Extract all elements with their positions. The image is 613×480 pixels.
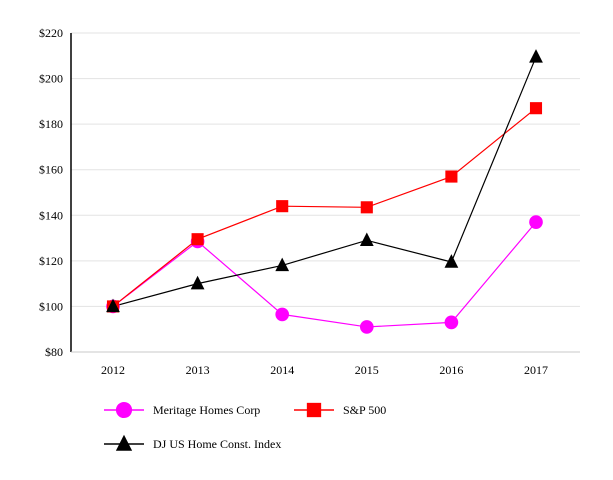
y-tick-label-200: $200	[39, 72, 63, 86]
y-tick-label-80: $80	[45, 345, 63, 359]
y-tick-label-220: $220	[39, 26, 63, 40]
legend-marker-meritage-homes-corp	[115, 401, 133, 419]
x-tick-label-2016: 2016	[439, 363, 463, 377]
legend-marker-dj-us-home-const-index	[115, 434, 133, 451]
point-meritage-homes-corp-2016	[444, 315, 459, 330]
y-tick-label-120: $120	[39, 254, 63, 268]
point-meritage-homes-corp-2015	[359, 320, 374, 334]
series-line-sandp-500	[112, 107, 537, 307]
legend: Meritage Homes Corp S&P 500 DJ US Home Con…	[104, 401, 386, 451]
legend-label-sandp-500: S&P 500	[343, 403, 386, 417]
point-sandp-500-2017	[529, 102, 543, 115]
x-tick-label-2013: 2013	[186, 363, 210, 377]
series-line-dj-us-home-const-index	[112, 56, 537, 308]
y-tick-label-100: $100	[39, 299, 63, 313]
x-tick-label-2014: 2014	[270, 363, 294, 377]
legend-label-meritage-homes-corp: Meritage Homes Corp	[153, 403, 260, 417]
point-meritage-homes-corp-2017	[529, 215, 543, 229]
gridlines	[71, 32, 580, 307]
point-dj-us-home-const-index-2016	[444, 254, 459, 268]
series-line-meritage-homes-corp	[112, 221, 537, 328]
point-dj-us-home-const-index-2013	[190, 275, 205, 290]
point-meritage-homes-corp-2014	[275, 307, 290, 322]
point-sandp-500-2013	[191, 233, 204, 246]
y-tick-label-160: $160	[39, 163, 63, 177]
point-dj-us-home-const-index-2012	[106, 298, 120, 313]
point-sandp-500-2015	[360, 201, 373, 214]
point-dj-us-home-const-index-2015	[359, 232, 374, 247]
point-dj-us-home-const-index-2017	[529, 49, 543, 63]
x-tick-label-2012: 2012	[101, 363, 125, 377]
series-group	[106, 49, 543, 334]
point-sandp-500-2014	[276, 200, 289, 213]
x-tick-label-2015: 2015	[355, 363, 379, 377]
y-tick-label-140: $140	[39, 208, 63, 222]
y-tick-labels: $80 $100 $120 $140 $160 $180 $200 $220	[39, 26, 63, 359]
x-tick-label-2017: 2017	[524, 363, 548, 377]
point-sandp-500-2016	[445, 170, 458, 183]
point-dj-us-home-const-index-2014	[275, 257, 290, 272]
x-tick-labels: 2012 2013 2014 2015 2016 2017	[101, 363, 548, 377]
y-tick-label-180: $180	[39, 117, 63, 131]
legend-label-dj-us-home-const-index: DJ US Home Const. Index	[153, 437, 281, 451]
legend-marker-sandp-500	[306, 402, 322, 418]
